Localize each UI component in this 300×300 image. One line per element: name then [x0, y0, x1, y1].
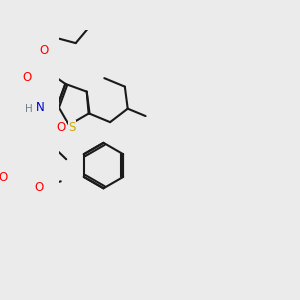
Text: O: O	[34, 181, 44, 194]
Text: N: N	[36, 101, 45, 115]
Text: O: O	[0, 171, 8, 184]
Text: O: O	[39, 44, 49, 57]
Text: O: O	[57, 121, 66, 134]
Text: O: O	[22, 71, 31, 84]
Text: S: S	[68, 121, 76, 134]
Text: H: H	[25, 104, 33, 114]
